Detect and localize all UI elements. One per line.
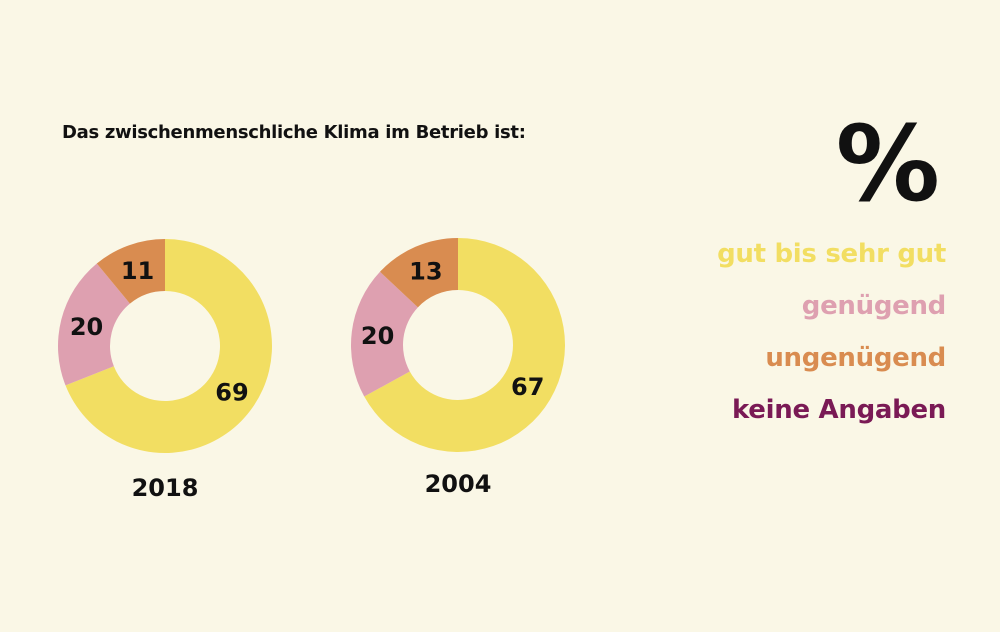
chart-title: Das zwischenmenschliche Klima im Betrieb…	[62, 122, 526, 143]
slice-2004-2	[380, 238, 458, 308]
data-label-2018-0: 69	[215, 379, 248, 407]
slice-2004-0	[364, 238, 565, 452]
percent-symbol: %	[835, 103, 940, 225]
data-label-2004-1: 20	[361, 322, 394, 350]
data-label-2018-1: 20	[70, 313, 103, 341]
slice-2004-1	[351, 271, 418, 397]
legend-item-keine-angaben: keine Angaben	[732, 395, 946, 425]
slice-2018-2	[96, 239, 165, 304]
slice-2018-0	[65, 239, 272, 453]
legend-item-ungenuegend: ungenügend	[765, 343, 946, 373]
legend-item-gut: gut bis sehr gut	[717, 239, 946, 269]
data-label-2004-2: 13	[409, 258, 442, 286]
year-label-2004: 2004	[424, 470, 492, 498]
legend-item-genuegend: genügend	[801, 291, 947, 321]
data-label-2004-0: 67	[511, 373, 544, 401]
slice-2018-1	[58, 263, 130, 386]
year-label-2018: 2018	[131, 474, 199, 502]
data-label-2018-2: 11	[121, 257, 154, 285]
legend: gut bis sehr gut genügend ungenügend kei…	[717, 236, 946, 444]
